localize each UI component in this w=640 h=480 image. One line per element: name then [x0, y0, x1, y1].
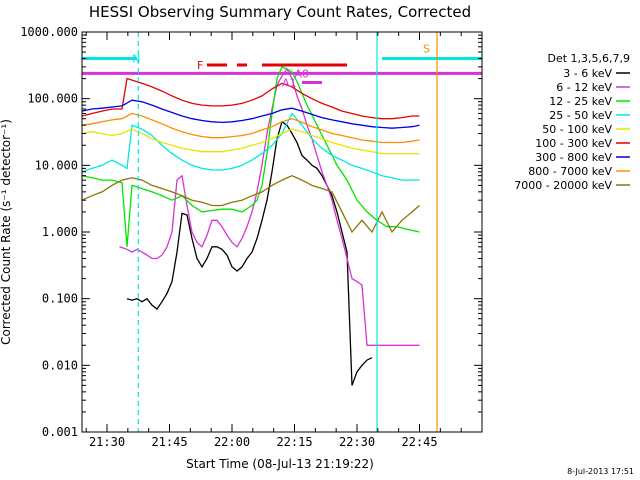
y-tick-label: 0.010	[42, 358, 78, 372]
x-tick-label: 22:15	[276, 435, 312, 449]
legend-entry: 7000 - 20000 keV	[514, 179, 612, 192]
x-axis-label: Start Time (08-Jul-13 21:19:22)	[186, 457, 374, 471]
series-line	[82, 99, 420, 129]
y-axis: 1000.000 100.000 10.000 1.000 0.100 0.010 0.00…	[20, 25, 482, 439]
legend-entry: 6 - 12 keV	[556, 81, 612, 94]
y-tick-label: 10.000	[35, 158, 78, 172]
x-tick-label: 22:30	[339, 435, 375, 449]
y-tick-label: 0.001	[42, 425, 78, 439]
annotation-label: N	[132, 53, 140, 66]
chart-title: HESSI Observing Summary Count Rates, Cor…	[89, 3, 471, 21]
series-line	[82, 77, 420, 120]
x-tick-label: 22:00	[214, 435, 250, 449]
annotation-label: A1	[282, 76, 297, 89]
timestamp: 8-Jul-2013 17:51	[567, 467, 634, 476]
legend-header: Det 1,3,5,6,7,9	[547, 52, 630, 65]
x-axis: 21:30 21:45 22:00 22:15 22:30 22:45	[85, 32, 483, 449]
series-line	[82, 112, 420, 144]
legend-entry: 100 - 300 keV	[535, 137, 612, 150]
series-line	[82, 112, 420, 181]
legend-entry: 300 - 800 keV	[535, 151, 612, 164]
legend-entry: 50 - 100 keV	[542, 123, 612, 136]
series-line	[82, 66, 420, 247]
y-axis-label: Corrected Count Rate (s⁻¹ detector⁻¹)	[0, 119, 13, 345]
x-tick-label: 21:30	[89, 435, 125, 449]
y-tick-label: 100.000	[27, 92, 78, 106]
series-group	[82, 66, 420, 386]
annotation-label: A0	[295, 67, 310, 80]
plot-frame	[81, 31, 483, 433]
annotation-label: S	[423, 43, 430, 56]
y-tick-label: 0.100	[42, 292, 78, 306]
series-line	[82, 174, 420, 234]
y-tick-label: 1000.000	[20, 25, 78, 39]
legend-entry: 3 - 6 keV	[563, 67, 612, 80]
legend-entry: 25 - 50 keV	[549, 109, 612, 122]
series-line	[119, 67, 420, 346]
x-tick-label: 21:45	[151, 435, 187, 449]
x-tick-label: 22:45	[401, 435, 437, 449]
vertical-markers	[137, 32, 438, 432]
legend-entry: 800 - 7000 keV	[528, 165, 612, 178]
series-line	[126, 120, 373, 386]
observing-bars	[82, 57, 482, 84]
y-tick-label: 1.000	[42, 225, 78, 239]
annotation-label: F	[197, 59, 203, 72]
legend-entry: 12 - 25 keV	[549, 95, 612, 108]
